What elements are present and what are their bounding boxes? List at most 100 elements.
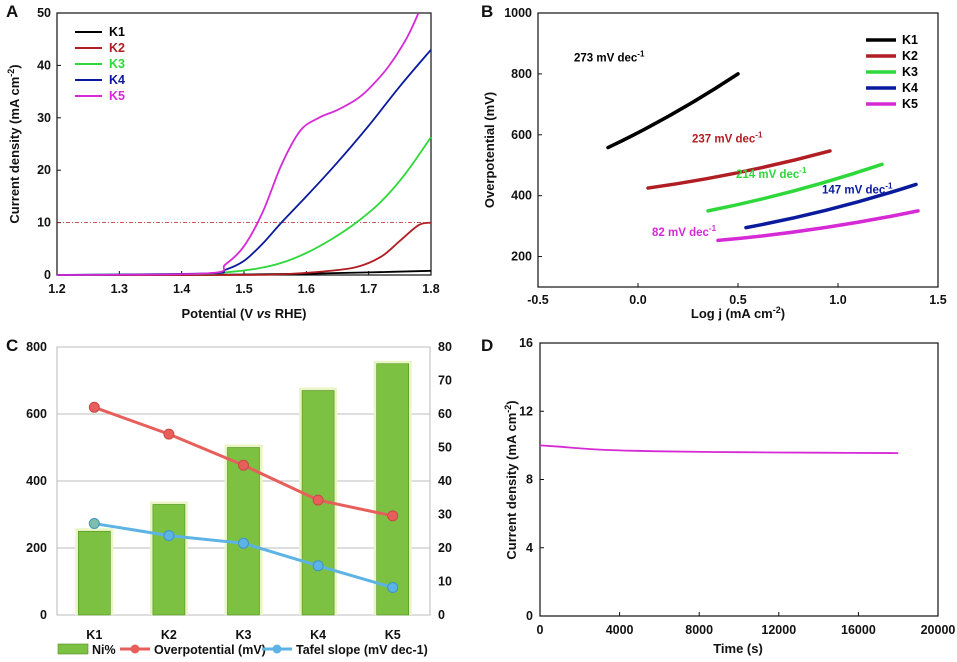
x-tick-label: 1.2 xyxy=(48,282,65,296)
category-label-k2: K2 xyxy=(161,628,177,642)
x-tick-label: 1.8 xyxy=(422,282,439,296)
series-line-k2 xyxy=(56,221,432,276)
y-axis-label: Overpotential (mV) xyxy=(482,92,497,208)
x-tick-label: 1.3 xyxy=(111,282,128,296)
y-tick-label: 400 xyxy=(511,189,532,203)
tafel-line-k3 xyxy=(706,162,884,213)
tafel-label-k2: 237 mV dec-1 xyxy=(692,130,763,145)
y-left-tick-label: 0 xyxy=(40,608,47,622)
y-tick-label: 1000 xyxy=(504,6,532,20)
y-tick-label: 200 xyxy=(511,250,532,264)
tafel-line-k4 xyxy=(744,182,918,230)
y-right-tick-label: 10 xyxy=(438,575,452,589)
x-axis-label: Time (s) xyxy=(713,641,763,656)
y-right-tick-label: 80 xyxy=(438,340,452,354)
tafel-line-k5 xyxy=(716,209,920,243)
x-tick-label: 1.0 xyxy=(829,293,846,307)
y-right-tick-label: 70 xyxy=(438,374,452,388)
x-tick-label: 4000 xyxy=(606,623,634,637)
y-axis-label: Current density (mA cm-2) xyxy=(6,64,22,223)
legend-label-overpotential: Overpotential (mV) xyxy=(154,643,266,657)
y-right-tick-label: 40 xyxy=(438,474,452,488)
x-tick-label: 1.5 xyxy=(929,293,946,307)
y-left-tick-label: 400 xyxy=(26,474,47,488)
y-tick-label: 50 xyxy=(37,6,51,20)
legend-label-k1: K1 xyxy=(109,25,125,39)
panel-d-stability-chart: 0 4000 8000 12000 16000 20000 0 4 8 12 16 Time (s)… xyxy=(503,336,955,656)
y-left-tick-label: 600 xyxy=(26,407,47,421)
panel-b-tafel-chart: -0.5 0.0 0.5 1.0 1.5 200 400 600 800 1000 273 mV … xyxy=(482,6,947,321)
x-tick-label: 1.7 xyxy=(360,282,377,296)
overpotential-point-k5 xyxy=(387,510,399,522)
y-tick-label: 800 xyxy=(511,67,532,81)
overpotential-point-k2 xyxy=(163,428,175,440)
y-right-tick-label: 30 xyxy=(438,508,452,522)
legend-label-k3: K3 xyxy=(109,57,125,71)
y-tick-label: 600 xyxy=(511,128,532,142)
y-right-tick-label: 0 xyxy=(438,608,445,622)
x-axis-label: Log j (mA cm-2) xyxy=(691,305,785,321)
y-tick-label: 4 xyxy=(526,541,533,555)
x-tick-label: -0.5 xyxy=(527,293,549,307)
tafel-label-k5: 82 mV dec-1 xyxy=(652,224,717,239)
category-label-k5: K5 xyxy=(385,628,401,642)
y-right-tick-label: 60 xyxy=(438,407,452,421)
x-tick-label: 1.5 xyxy=(235,282,252,296)
tafel-label-k4: 147 mV dec-1 xyxy=(822,182,893,197)
x-tick-label: 8000 xyxy=(685,623,713,637)
y-tick-label: 0 xyxy=(44,268,51,282)
tafel-point-k4 xyxy=(312,560,324,572)
category-label-k4: K4 xyxy=(310,628,326,642)
y-right-tick-label: 20 xyxy=(438,541,452,555)
overpotential-point-k1 xyxy=(88,401,100,413)
legend-label-ni: Ni% xyxy=(92,643,116,657)
x-tick-label: 0.5 xyxy=(729,293,746,307)
y-axis-label: Current density (mA cm-2) xyxy=(503,400,519,559)
tafel-point-k3 xyxy=(238,537,249,549)
y-tick-label: 20 xyxy=(37,163,51,177)
x-tick-label: 1.6 xyxy=(298,282,315,296)
legend-label-k4: K4 xyxy=(902,81,918,95)
y-tick-label: 30 xyxy=(37,111,51,125)
tafel-label-k1: 273 mV dec-1 xyxy=(574,50,645,65)
legend-label-k2: K2 xyxy=(902,49,918,63)
y-left-tick-label: 800 xyxy=(26,340,47,354)
category-label-k1: K1 xyxy=(86,628,102,642)
bar-ni-k2 xyxy=(152,504,186,616)
legend-label-k5: K5 xyxy=(109,89,125,103)
panel-letter-a: A xyxy=(6,2,18,21)
panel-letter-b: B xyxy=(481,2,493,21)
legend-label-k3: K3 xyxy=(902,65,918,79)
panel-letter-c: C xyxy=(6,336,18,355)
tafel-line-k1 xyxy=(606,72,740,150)
overpotential-point-k3 xyxy=(238,459,249,471)
legend-swatch-ni xyxy=(57,643,89,655)
panel-c-bar-chart: 0 200 400 600 800 0 10 20 30 40 50 60 70 80 K1 K2 K3 K4 K5… xyxy=(26,340,452,657)
x-tick-label: 20000 xyxy=(921,623,956,637)
legend-label-tafel: Tafel slope (mV dec-1) xyxy=(296,643,428,657)
y-tick-label: 40 xyxy=(37,58,51,72)
tafel-point-k1 xyxy=(88,518,100,530)
y-tick-label: 16 xyxy=(519,336,533,350)
panel-letter-d: D xyxy=(481,336,493,355)
plot-frame xyxy=(539,342,939,617)
legend-label-k4: K4 xyxy=(109,73,125,87)
x-tick-label: 1.4 xyxy=(173,282,190,296)
x-axis-label: Potential (V vs RHE) xyxy=(182,306,307,321)
x-tick-label: 0.0 xyxy=(629,293,646,307)
stability-line-k5 xyxy=(539,444,899,454)
y-left-tick-label: 200 xyxy=(26,541,47,555)
tafel-label-k3: 214 mV dec-1 xyxy=(736,166,807,181)
legend-marker-overpotential xyxy=(130,644,140,654)
y-tick-label: 12 xyxy=(519,404,533,418)
x-tick-label: 0 xyxy=(537,623,544,637)
x-tick-label: 16000 xyxy=(841,623,876,637)
series-line-k5 xyxy=(56,12,420,276)
legend-label-k1: K1 xyxy=(902,33,918,47)
tafel-line-k2 xyxy=(646,149,832,190)
series-line-k3 xyxy=(56,136,432,276)
legend-label-k2: K2 xyxy=(109,41,125,55)
y-tick-label: 8 xyxy=(526,473,533,487)
x-tick-label: 12000 xyxy=(761,623,796,637)
legend-label-k5: K5 xyxy=(902,97,918,111)
